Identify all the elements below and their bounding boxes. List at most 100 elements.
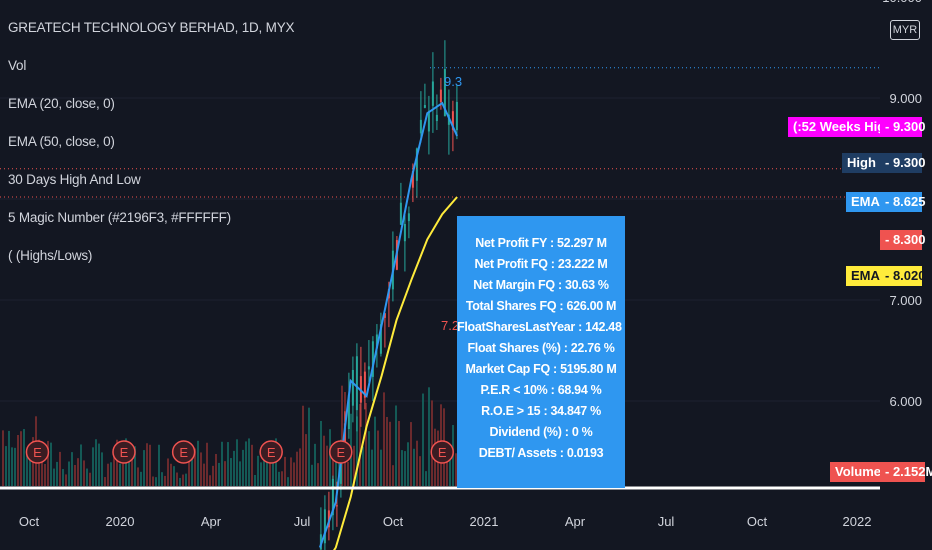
x-tick-label: 2022: [843, 514, 872, 529]
volume-bar: [26, 450, 28, 486]
volume-bar: [422, 393, 424, 486]
earnings-marker[interactable]: E: [259, 440, 283, 464]
fundamentals-row: DEBT/ Assets : 0.0193: [478, 446, 604, 460]
legend-highs-lows[interactable]: ( (Highs/Lows): [8, 248, 93, 263]
volume-bar: [293, 462, 295, 486]
earnings-marker[interactable]: E: [25, 440, 50, 464]
volume-bar: [8, 430, 10, 486]
fundamentals-row: P.E.R < 10% : 68.94 %: [480, 383, 602, 397]
volume-bar: [107, 463, 109, 486]
ema50-value: - 8.020: [880, 266, 926, 286]
fundamentals-row: Net Margin FQ : 30.63 %: [473, 278, 609, 292]
volume-bar: [104, 477, 106, 486]
x-tick-label: 2020: [106, 514, 135, 529]
volume-bar: [362, 446, 364, 486]
earnings-marker[interactable]: E: [171, 440, 196, 464]
x-tick-label: Oct: [747, 514, 768, 529]
legend-magic-number[interactable]: 5 Magic Number (#2196F3, #FFFFFF): [8, 210, 231, 225]
volume-bars: [2, 385, 469, 486]
legend-30-days-high-low[interactable]: 30 Days High And Low: [8, 172, 141, 187]
volume-bar: [101, 452, 103, 486]
volume-bar: [398, 421, 400, 486]
volume-bar: [128, 443, 130, 486]
volume-bar: [44, 463, 46, 486]
volume-bar: [323, 435, 325, 486]
high-value: - 9.300: [880, 153, 926, 173]
svg-text:E: E: [179, 445, 188, 460]
candle-body: [423, 105, 426, 108]
volume-bar: [68, 461, 70, 486]
volume-bar: [428, 387, 430, 486]
volume-bar: [320, 420, 322, 486]
volume-bar: [167, 458, 169, 486]
volume-bar: [59, 451, 61, 486]
volume-bar: [212, 465, 214, 486]
candle-body: [383, 313, 386, 318]
y-tick-label: 10.000: [882, 0, 922, 5]
candle-body: [431, 81, 434, 106]
candle-body: [419, 119, 422, 134]
volume-bar: [143, 450, 145, 486]
volume-bar: [269, 449, 271, 486]
candle-body: [415, 148, 418, 181]
legend-volume[interactable]: Vol: [8, 58, 27, 73]
candle-body: [451, 111, 454, 130]
volume-bar: [92, 447, 94, 486]
volume-bar: [341, 385, 343, 486]
volume-bar: [449, 460, 451, 486]
x-tick-label: Oct: [383, 514, 404, 529]
volume-bar: [407, 442, 409, 486]
volume-bar: [401, 450, 403, 486]
volume-bar: [416, 440, 418, 486]
candle-body: [439, 89, 442, 103]
fundamentals-row: Net Profit FQ : 23.222 M: [474, 257, 608, 271]
volume-bar: [110, 462, 112, 486]
candle-body: [407, 213, 410, 222]
legend-ema50[interactable]: EMA (50, close, 0): [8, 134, 115, 149]
volume-bar: [197, 440, 199, 486]
volume-bar: [176, 472, 178, 486]
volume-bar: [245, 441, 247, 486]
volume-bar: [413, 448, 415, 486]
volume-bar: [227, 442, 229, 486]
legend-ema20[interactable]: EMA (20, close, 0): [8, 96, 115, 111]
volume-bar: [140, 471, 142, 486]
volume-bar: [239, 461, 241, 486]
volume-bar: [203, 463, 205, 486]
volume-bar: [254, 474, 256, 486]
volume-bar: [419, 456, 421, 486]
earnings-marker[interactable]: E: [430, 440, 454, 464]
volume-bar: [164, 475, 166, 486]
volume-bar: [371, 449, 373, 486]
y-tick-label: 6.000: [889, 394, 922, 409]
volume-bar: [311, 464, 313, 486]
x-tick-label: Jul: [294, 514, 311, 529]
volume-bar: [173, 466, 175, 486]
volume-bar: [98, 443, 100, 486]
volume-bar: [332, 444, 334, 486]
volume-bar: [185, 473, 187, 486]
svg-text:E: E: [33, 445, 42, 460]
volume-bar: [248, 438, 250, 486]
x-tick-label: Jul: [658, 514, 675, 529]
earnings-marker[interactable]: E: [112, 440, 136, 464]
svg-text:E: E: [438, 445, 447, 460]
earnings-marker[interactable]: E: [329, 440, 353, 464]
volume-bar: [95, 439, 97, 486]
ema-line: [333, 196, 458, 550]
fundamentals-row: Float Shares (%) : 22.76 %: [467, 341, 615, 355]
volume-bar: [20, 431, 22, 486]
volume-bar: [131, 459, 133, 486]
volume-bar: [119, 463, 121, 486]
currency-button[interactable]: MYR: [890, 20, 920, 40]
fundamentals-row: R.O.E > 15 : 34.847 %: [481, 404, 601, 418]
volume-bar: [17, 434, 19, 486]
volume-bar: [83, 460, 85, 486]
last-price-value: - 8.300: [880, 230, 926, 250]
volume-bar: [137, 467, 139, 486]
volume-bar: [77, 458, 79, 486]
candle-body: [399, 202, 402, 225]
volume-bar: [308, 407, 310, 486]
volume-bar: [446, 460, 448, 486]
